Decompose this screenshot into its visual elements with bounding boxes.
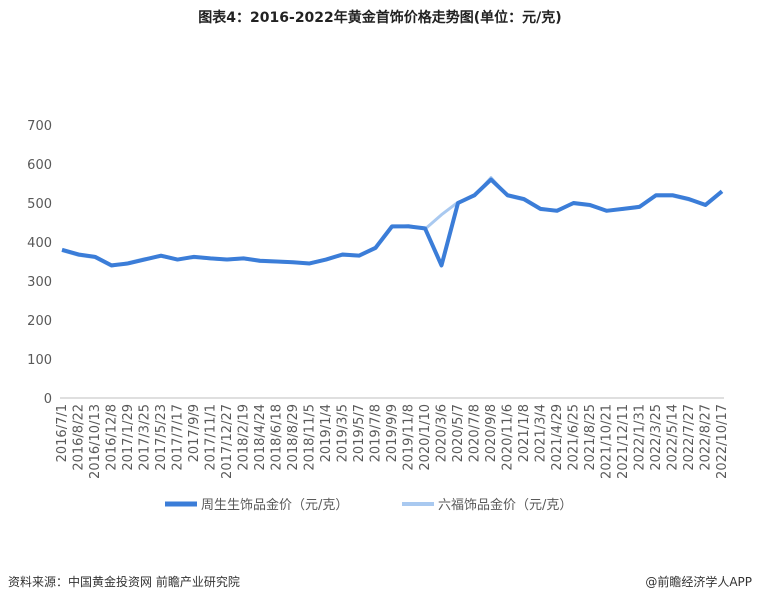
x-tick-label: 2019/1/4 — [319, 404, 334, 462]
x-tick-label: 2018/2/19 — [237, 404, 252, 471]
x-tick-label: 2017/7/17 — [171, 404, 186, 471]
x-tick-label: 2018/4/24 — [253, 404, 268, 471]
x-tick-label: 2021/4/29 — [550, 404, 565, 471]
x-tick-label: 2020/3/6 — [435, 404, 450, 462]
x-tick-label: 2018/8/29 — [286, 404, 301, 471]
x-tick-label: 2019/11/8 — [402, 404, 417, 471]
x-tick-label: 2019/3/5 — [336, 404, 351, 462]
legend-label: 六福饰品金价（元/克） — [438, 497, 572, 513]
x-tick-label: 2017/9/9 — [187, 404, 202, 462]
x-tick-label: 2022/1/31 — [633, 404, 648, 471]
x-tick-label: 2022/7/27 — [682, 404, 697, 471]
x-tick-label: 2018/11/5 — [303, 404, 318, 471]
x-tick-label: 2020/1/10 — [418, 404, 433, 471]
x-tick-label: 2020/7/8 — [468, 404, 483, 462]
x-tick-label: 2017/3/25 — [138, 404, 153, 471]
legend-label: 周生生饰品金价（元/克） — [201, 497, 348, 513]
x-tick-label: 2022/5/14 — [666, 404, 681, 471]
y-tick-label: 400 — [27, 236, 52, 251]
source: 资料来源：中国黄金投资网 前瞻产业研究院 — [8, 574, 240, 589]
x-tick-label: 2020/9/8 — [484, 404, 499, 462]
line — [61, 176, 723, 268]
y-tick-label: 700 — [27, 119, 52, 134]
x-tick-label: 2017/11/1 — [204, 404, 219, 471]
x-tick-label: 2021/1/8 — [517, 404, 532, 462]
x-tick-label: 2021/12/11 — [616, 404, 631, 479]
y-tick-label: 600 — [27, 158, 52, 173]
y-tick-label: 500 — [27, 197, 52, 212]
x-tick-label: 2016/8/22 — [72, 404, 87, 471]
y-tick-label: 300 — [27, 275, 52, 290]
x-tick-label: 2022/8/27 — [699, 404, 714, 471]
x-tick-label: 2016/12/8 — [105, 404, 120, 471]
y-tick-label: 0 — [44, 392, 52, 407]
x-tick-label: 2017/1/29 — [121, 404, 136, 471]
x-tick-label: 2022/3/25 — [649, 404, 664, 471]
x-tick-label: 2020/11/6 — [501, 404, 516, 471]
chart-title: 图表4：2016-2022年黄金首饰价格走势图(单位：元/克) — [198, 9, 561, 26]
y-tick-label: 100 — [27, 353, 52, 368]
credit: @前瞻经济学人APP — [645, 574, 752, 589]
x-tick-label: 2018/6/18 — [270, 404, 285, 471]
x-tick-label: 2021/8/25 — [583, 404, 598, 471]
line — [61, 177, 724, 268]
y-tick-label: 200 — [27, 314, 52, 329]
x-tick-label: 2017/5/23 — [154, 404, 169, 471]
x-tick-label: 2016/7/1 — [55, 404, 70, 462]
x-tick-label: 2019/5/7 — [352, 404, 367, 462]
x-tick-label: 2021/6/25 — [567, 404, 582, 471]
x-tick-label: 2016/10/13 — [88, 404, 103, 479]
x-tick-label: 2022/10/17 — [715, 404, 730, 479]
x-tick-label: 2020/5/7 — [451, 404, 466, 462]
x-tick-label: 2017/12/27 — [220, 404, 235, 479]
x-tick-label: 2021/10/21 — [600, 404, 615, 479]
x-tick-label: 2021/3/4 — [534, 404, 549, 462]
x-tick-label: 2019/7/8 — [369, 404, 384, 462]
x-tick-label: 2019/9/9 — [385, 404, 400, 462]
